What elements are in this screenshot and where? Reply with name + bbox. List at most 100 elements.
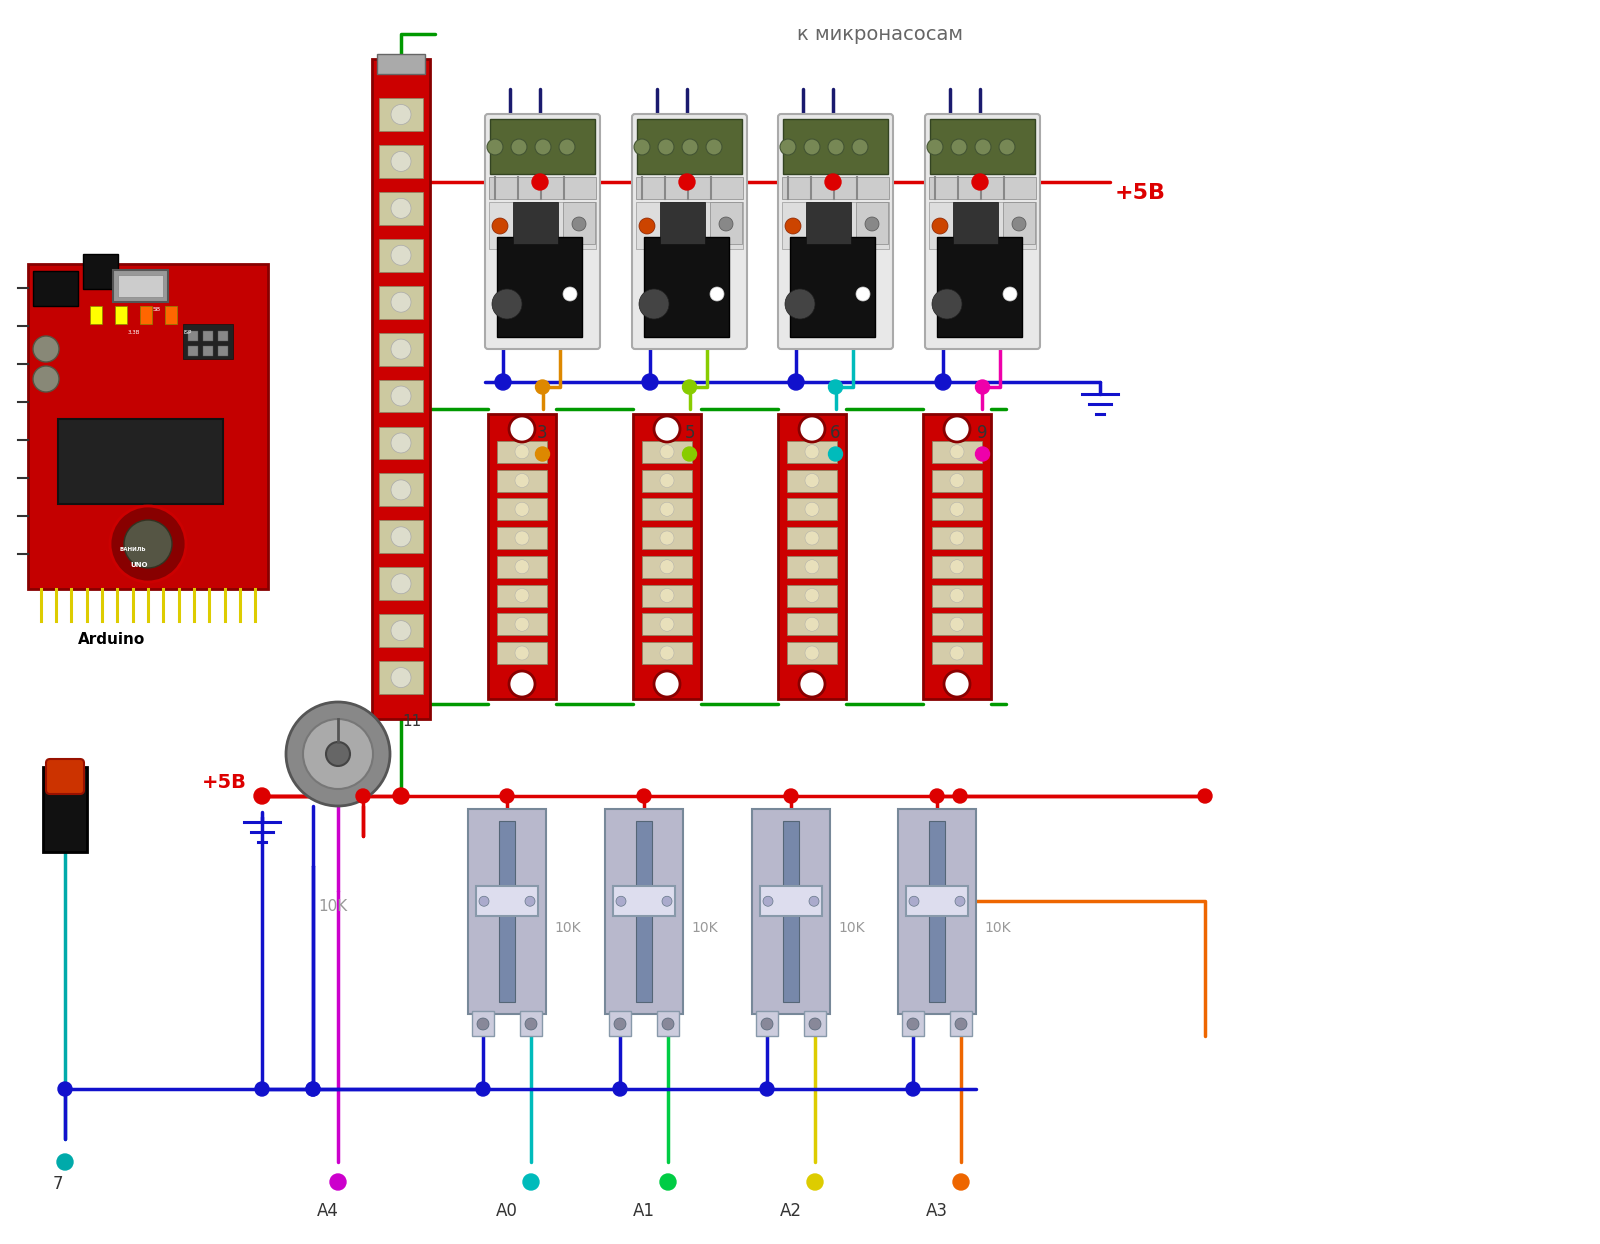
Bar xyxy=(379,661,422,694)
Text: UNO: UNO xyxy=(130,562,147,569)
Bar xyxy=(83,254,118,289)
Circle shape xyxy=(950,646,963,661)
Circle shape xyxy=(1003,287,1018,301)
Circle shape xyxy=(906,1082,920,1096)
Circle shape xyxy=(805,474,819,488)
Circle shape xyxy=(390,480,411,500)
Circle shape xyxy=(515,560,530,573)
Circle shape xyxy=(810,896,819,906)
Text: Arduino: Arduino xyxy=(78,632,146,647)
Circle shape xyxy=(944,671,970,697)
Text: 5B: 5B xyxy=(154,307,162,312)
Text: 10K: 10K xyxy=(984,921,1011,935)
Circle shape xyxy=(907,1018,918,1030)
Circle shape xyxy=(125,520,173,569)
Bar xyxy=(782,119,888,174)
Bar xyxy=(931,585,982,607)
Bar xyxy=(642,556,691,577)
Bar xyxy=(637,202,742,249)
Circle shape xyxy=(531,174,547,190)
Circle shape xyxy=(642,374,658,391)
Bar xyxy=(930,202,1037,249)
Bar xyxy=(613,886,675,917)
Circle shape xyxy=(805,588,819,602)
Bar xyxy=(954,202,998,244)
Bar xyxy=(637,177,742,199)
Bar xyxy=(371,58,430,719)
Bar xyxy=(379,239,422,271)
Circle shape xyxy=(950,139,966,156)
Circle shape xyxy=(613,1082,627,1096)
Bar xyxy=(58,419,222,504)
Circle shape xyxy=(706,139,722,156)
Circle shape xyxy=(478,896,490,906)
Circle shape xyxy=(710,287,723,301)
Bar xyxy=(498,585,547,607)
Circle shape xyxy=(510,139,526,156)
Bar xyxy=(938,238,1022,337)
Bar xyxy=(782,202,890,249)
Bar xyxy=(379,427,422,459)
Text: A3: A3 xyxy=(926,1202,949,1220)
Circle shape xyxy=(955,1018,966,1030)
Text: к микронасосам: к микронасосам xyxy=(797,25,963,44)
Circle shape xyxy=(950,503,963,516)
Circle shape xyxy=(950,617,963,631)
Circle shape xyxy=(662,896,672,906)
Circle shape xyxy=(509,415,534,442)
FancyBboxPatch shape xyxy=(778,114,893,350)
Circle shape xyxy=(661,588,674,602)
Bar xyxy=(379,520,422,554)
Circle shape xyxy=(662,1018,674,1030)
Circle shape xyxy=(390,152,411,172)
Bar xyxy=(115,306,126,323)
Bar xyxy=(787,469,837,491)
Bar xyxy=(379,146,422,178)
Bar xyxy=(778,414,846,699)
Circle shape xyxy=(302,719,373,789)
Bar xyxy=(379,379,422,413)
Bar xyxy=(931,440,982,463)
Bar xyxy=(379,192,422,225)
Bar xyxy=(637,119,742,174)
Bar xyxy=(379,474,422,506)
Circle shape xyxy=(515,588,530,602)
Circle shape xyxy=(661,503,674,516)
Circle shape xyxy=(637,789,651,802)
Circle shape xyxy=(654,415,680,442)
Bar xyxy=(477,886,538,917)
Bar xyxy=(931,527,982,549)
Circle shape xyxy=(806,1174,822,1191)
Bar xyxy=(642,527,691,549)
Circle shape xyxy=(536,447,549,462)
Circle shape xyxy=(654,671,680,697)
Circle shape xyxy=(634,139,650,156)
Bar xyxy=(856,202,888,244)
Circle shape xyxy=(784,789,798,802)
Circle shape xyxy=(661,617,674,631)
Bar xyxy=(34,271,78,306)
Circle shape xyxy=(974,139,990,156)
Circle shape xyxy=(493,289,522,318)
Circle shape xyxy=(998,139,1014,156)
Circle shape xyxy=(477,1018,490,1030)
Circle shape xyxy=(638,218,654,234)
Bar xyxy=(498,440,547,463)
Text: A2: A2 xyxy=(779,1202,802,1220)
Bar xyxy=(787,585,837,607)
Bar xyxy=(189,331,198,341)
Bar xyxy=(203,331,213,341)
Circle shape xyxy=(493,218,509,234)
Text: +5В: +5В xyxy=(1115,183,1166,203)
Bar xyxy=(902,1011,925,1036)
Bar xyxy=(189,346,198,356)
Circle shape xyxy=(805,445,819,459)
Bar xyxy=(787,642,837,664)
Circle shape xyxy=(810,1018,821,1030)
Bar xyxy=(782,821,798,1001)
Circle shape xyxy=(661,531,674,545)
Circle shape xyxy=(931,218,947,234)
Bar xyxy=(634,414,701,699)
Bar xyxy=(898,809,976,1014)
Circle shape xyxy=(390,668,411,688)
